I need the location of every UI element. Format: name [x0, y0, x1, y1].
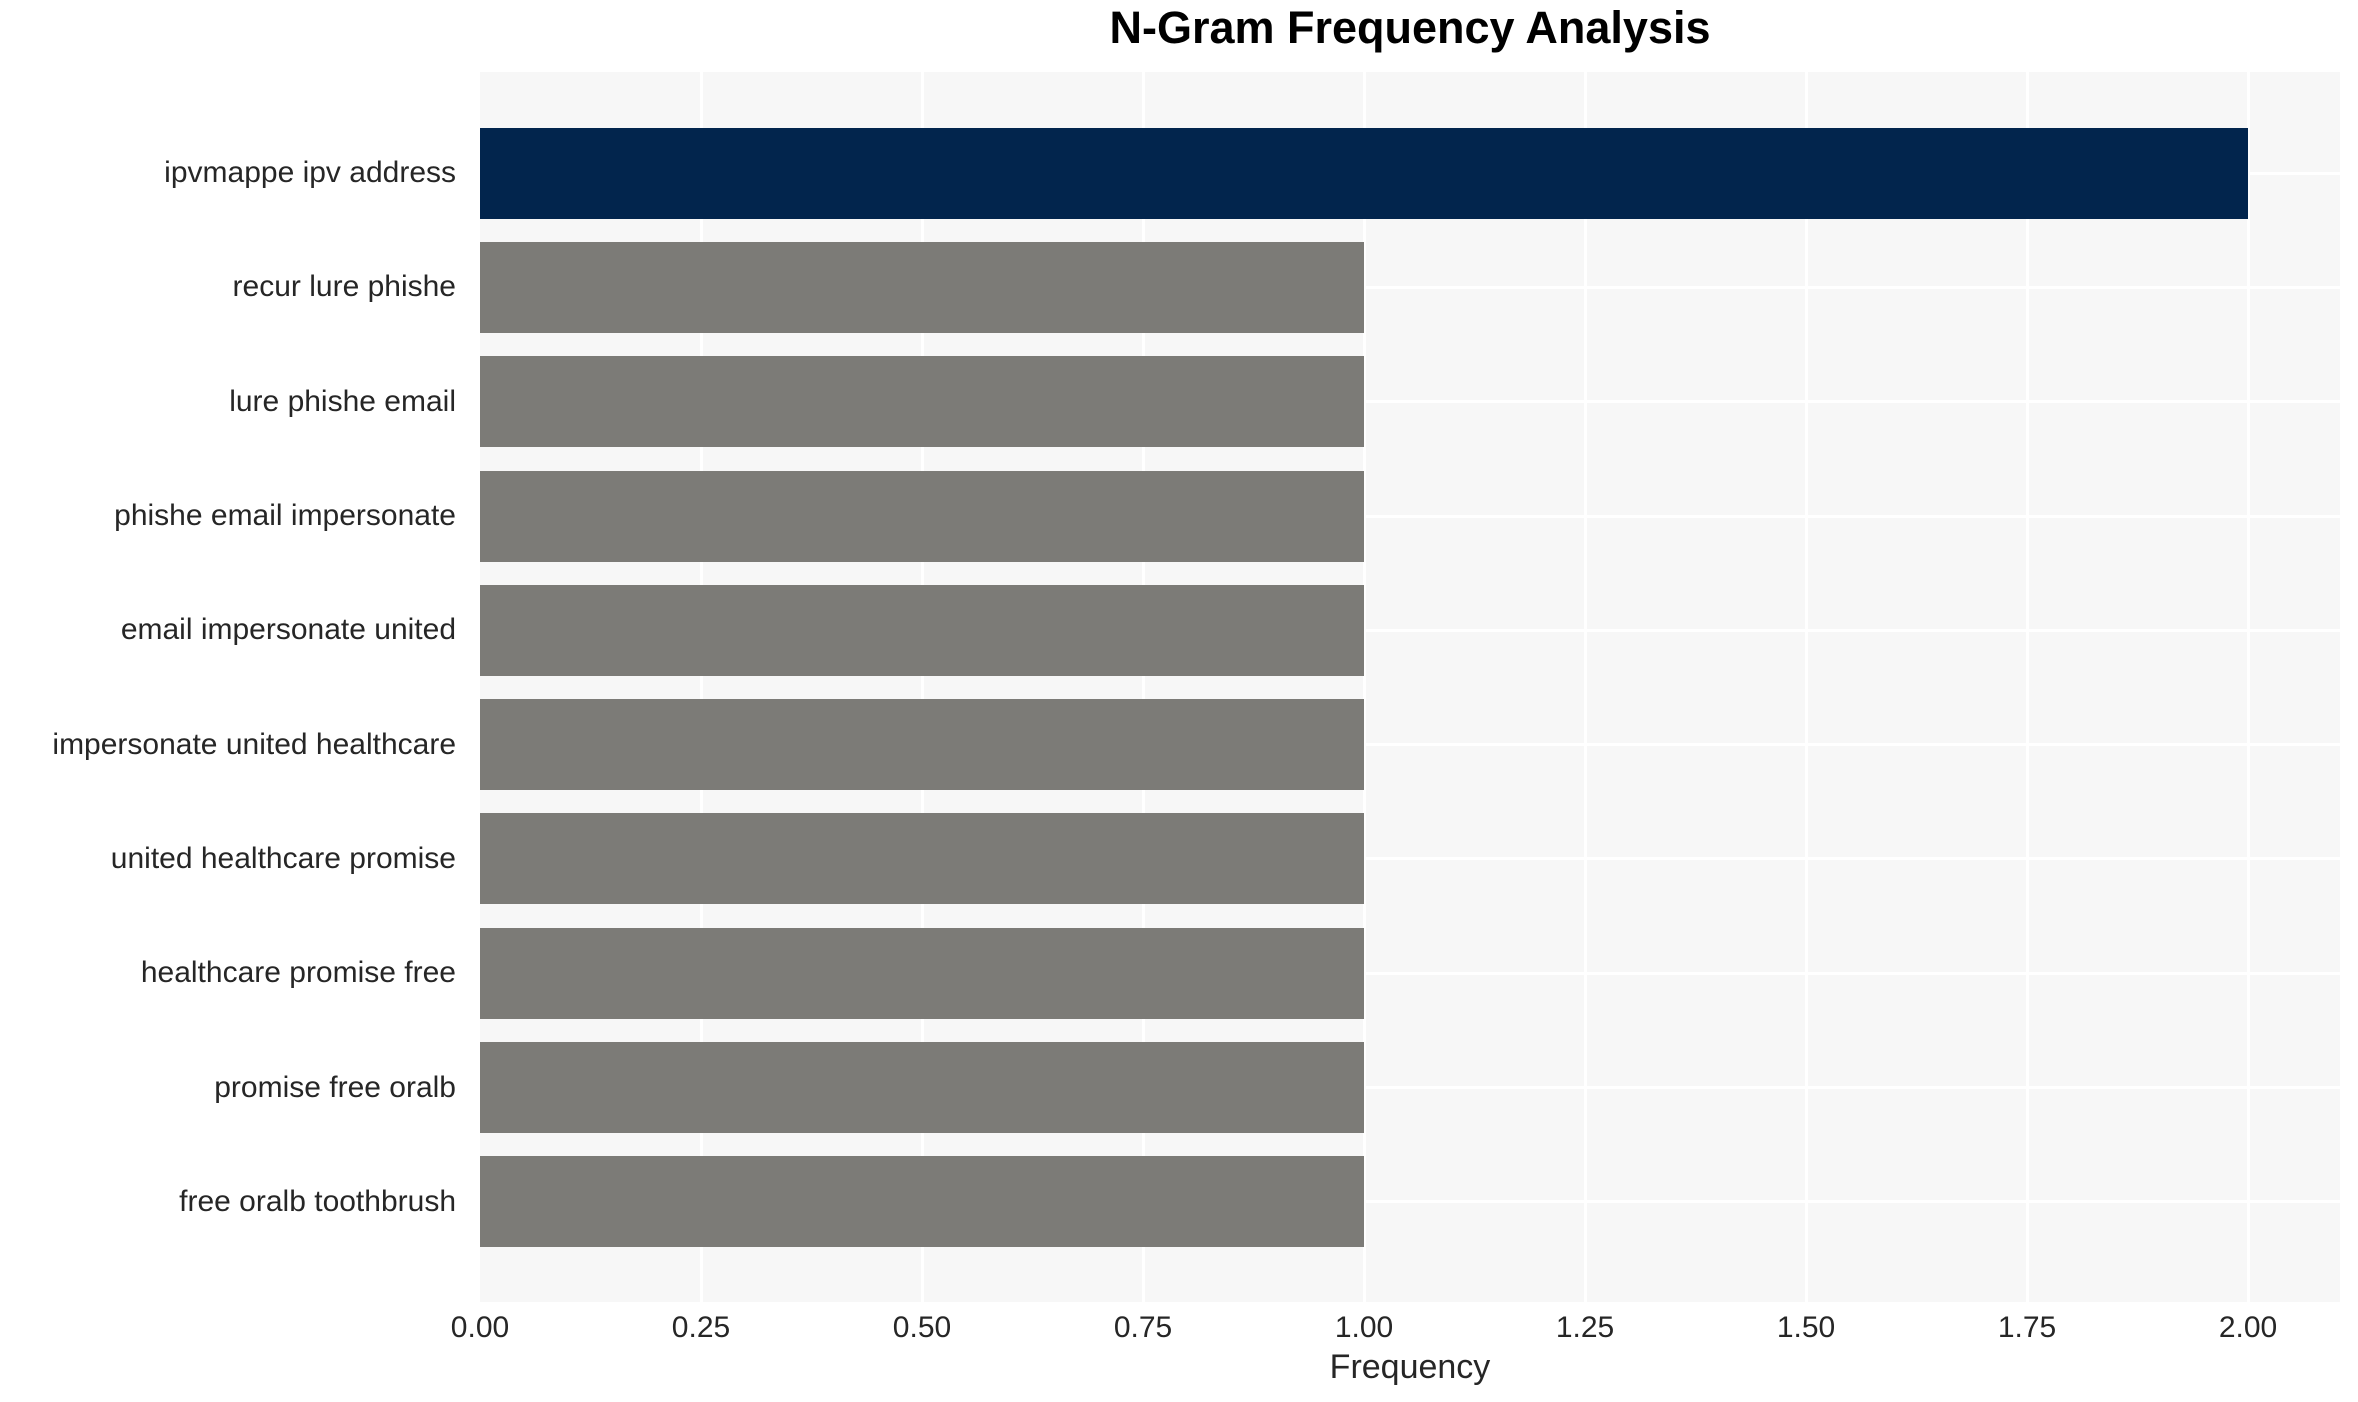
x-tick-label: 0.75 — [1113, 1311, 1173, 1344]
gridline-vertical — [2025, 72, 2029, 1302]
y-tick-label: recur lure phishe — [232, 270, 456, 304]
y-tick-label: lure phishe email — [229, 384, 456, 418]
x-tick-label: 0.25 — [671, 1311, 731, 1344]
x-tick-label: 1.25 — [1555, 1311, 1615, 1344]
gridline-vertical — [1362, 72, 1366, 1302]
gridline-horizontal — [480, 1086, 2340, 1090]
bar — [480, 699, 1365, 791]
gridline-horizontal — [480, 743, 2340, 747]
bar — [480, 813, 1365, 905]
y-tick-label: healthcare promise free — [140, 956, 456, 990]
bar — [480, 1156, 1365, 1248]
x-axis-title: Frequency — [1329, 1348, 1491, 1386]
x-tick-label: 1.75 — [1997, 1311, 2057, 1344]
y-tick-label: phishe email impersonate — [114, 499, 456, 533]
y-tick-label: impersonate united healthcare — [52, 727, 456, 761]
gridline-vertical — [1804, 72, 1808, 1302]
gridline-vertical — [2246, 72, 2250, 1302]
bar — [480, 356, 1365, 448]
y-tick-label: email impersonate united — [120, 613, 456, 647]
x-tick-label: 0.00 — [450, 1311, 510, 1344]
x-tick-label: 1.50 — [1776, 1311, 1836, 1344]
x-tick-label: 1.00 — [1334, 1311, 1394, 1344]
gridline-horizontal — [480, 285, 2340, 289]
y-tick-label: ipvmappe ipv address — [164, 156, 456, 190]
gridline-horizontal — [480, 857, 2340, 861]
gridline-horizontal — [480, 514, 2340, 518]
y-axis-labels: ipvmappe ipv address recur lure phishe lur… — [0, 72, 468, 1302]
y-tick-label: united healthcare promise — [110, 841, 456, 875]
chart-title: N-Gram Frequency Analysis — [1109, 2, 1711, 53]
bar — [480, 584, 1365, 676]
plot-area — [480, 72, 2340, 1302]
x-axis-ticks: 0.00 0.25 0.50 0.75 1.00 1.25 1.50 1.75 2.00 — [451, 1302, 2340, 1350]
bar — [480, 1042, 1365, 1134]
gridline-vertical — [1583, 72, 1587, 1302]
gridline-horizontal — [480, 1200, 2340, 1204]
x-tick-label: 0.50 — [892, 1311, 952, 1344]
x-tick-label: 2.00 — [2218, 1311, 2278, 1344]
y-tick-label: promise free oralb — [214, 1070, 456, 1104]
bar — [480, 470, 1365, 562]
bar — [480, 927, 1365, 1019]
gridline-vertical — [699, 72, 703, 1302]
gridline-vertical — [1141, 72, 1145, 1302]
bar — [480, 241, 1365, 333]
y-tick-label: free oralb toothbrush — [179, 1184, 456, 1218]
gridline-horizontal — [480, 971, 2340, 975]
gridline-vertical — [920, 72, 924, 1302]
bar — [480, 127, 2249, 219]
gridline-horizontal — [480, 400, 2340, 404]
gridline-horizontal — [480, 628, 2340, 632]
